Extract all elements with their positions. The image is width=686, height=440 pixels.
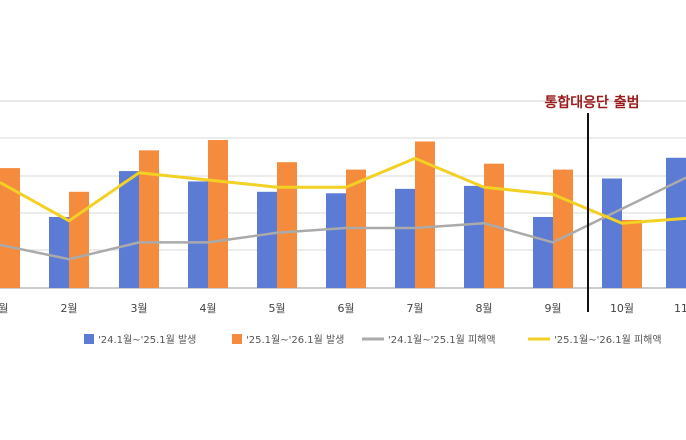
x-tick-label: 5월 (268, 302, 285, 315)
bar (666, 157, 686, 288)
bar (208, 140, 228, 288)
x-tick-label: 4월 (199, 302, 216, 315)
bar (257, 191, 277, 288)
bar (139, 150, 159, 288)
x-tick-label: 8월 (475, 302, 492, 315)
bars (0, 140, 686, 288)
legend-label: '24.1월~'25.1월 피해액 (388, 333, 496, 346)
annotation: 통합대응단 출범 (544, 94, 640, 312)
legend-label: '25.1월~'26.1월 발생 (246, 334, 344, 346)
x-tick-label: 1월 (0, 302, 9, 315)
x-tick-labels: 1월 2월 3월 4월 5월 6월 7월 8월 9월 10월 11월 (0, 302, 686, 315)
x-tick-label: 9월 (544, 302, 561, 315)
x-tick-label: 10월 (610, 302, 634, 315)
legend: '24.1월~'25.1월 발생 '25.1월~'26.1월 발생 '24.1월~'… (84, 333, 662, 346)
bar (0, 168, 20, 288)
series-line (0, 176, 686, 261)
bar (464, 185, 484, 288)
legend-label: '25.1월~'26.1월 피해액 (554, 333, 662, 346)
bar (49, 216, 69, 288)
legend-label: '24.1월~'25.1월 발생 (98, 334, 196, 346)
x-tick-label: 11월 (674, 302, 686, 315)
x-tick-label: 3월 (130, 302, 147, 315)
x-tick-label: 2월 (60, 302, 77, 315)
bar (326, 193, 346, 288)
bar (533, 216, 553, 288)
bar (395, 188, 415, 288)
series-lines (0, 156, 686, 261)
x-tick-label: 6월 (337, 302, 354, 315)
bar (188, 181, 208, 288)
bar (119, 171, 139, 288)
bar (602, 178, 622, 288)
bar (277, 162, 297, 288)
bar (69, 191, 89, 288)
bar (415, 141, 435, 288)
bar (553, 169, 573, 288)
bar (622, 219, 642, 288)
legend-swatch (232, 334, 242, 344)
annotation-text: 통합대응단 출범 (544, 94, 639, 111)
x-tick-label: 7월 (406, 302, 423, 315)
series-line (0, 156, 686, 225)
legend-swatch (84, 334, 94, 344)
